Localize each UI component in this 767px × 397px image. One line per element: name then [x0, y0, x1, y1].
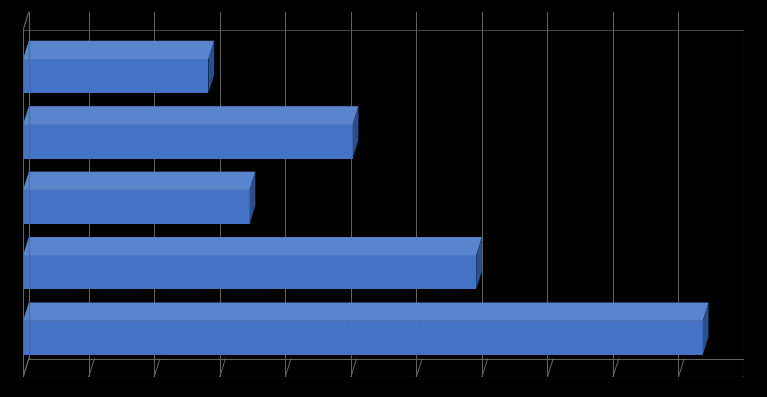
Polygon shape [23, 303, 709, 321]
Polygon shape [23, 59, 209, 93]
Polygon shape [23, 41, 214, 59]
Polygon shape [23, 237, 482, 255]
Polygon shape [249, 172, 255, 224]
Polygon shape [23, 125, 353, 158]
Polygon shape [23, 172, 255, 190]
Polygon shape [703, 303, 709, 355]
Polygon shape [23, 106, 358, 125]
Polygon shape [23, 190, 249, 224]
Polygon shape [353, 106, 358, 158]
Polygon shape [476, 237, 482, 289]
Polygon shape [23, 255, 476, 289]
Polygon shape [209, 41, 214, 93]
Polygon shape [23, 321, 703, 355]
